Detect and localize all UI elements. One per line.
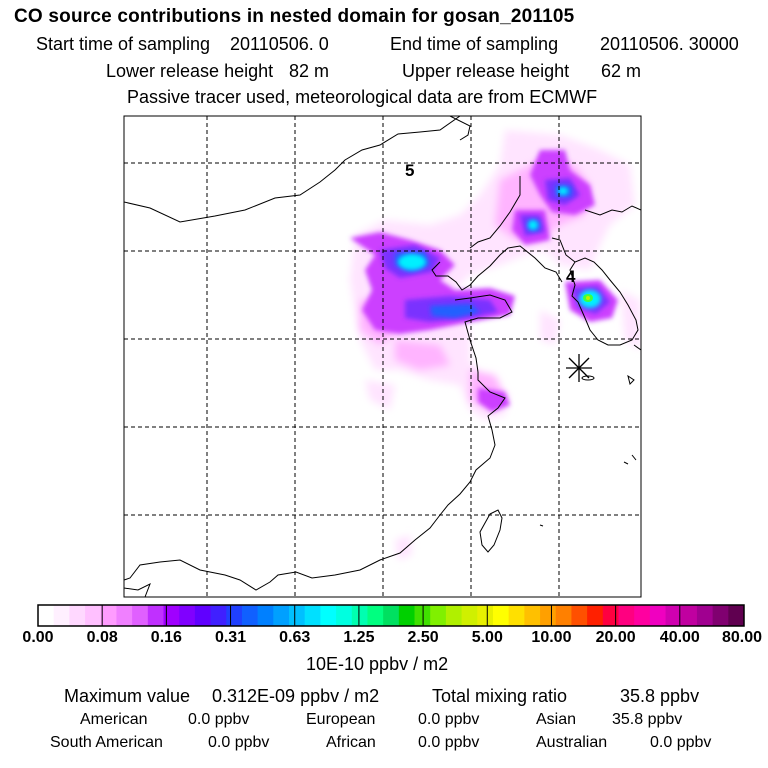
region-value: 0.0 ppbv [188,711,250,728]
colorbar-swatch [508,605,525,626]
colorbar-swatch [179,605,196,626]
colorbar-swatch [728,605,745,626]
graticule [124,116,641,597]
region-name: European [306,711,376,728]
colorbar-swatch [477,605,494,626]
region-name: Australian [536,734,608,751]
colorbar-swatch [571,605,588,626]
lower-release-label: Lower release height [106,61,274,81]
asterisk-receptor-icon [566,354,592,382]
colorbar-tick-label: 0.08 [86,629,118,646]
colorbar-tick-label: 5.00 [471,629,503,646]
colorbar-tick-label: 0.16 [150,629,182,646]
map-label-5: 5 [405,161,414,180]
region-value: 0.0 ppbv [418,711,480,728]
max-value: 0.312E-09 ppbv / m2 [212,686,380,706]
region-name: American [80,711,148,728]
upper-release-value: 62 m [601,61,642,81]
colorbar-swatch [492,605,510,626]
total-mixing-label: Total mixing ratio [432,686,568,706]
colorbar-swatch [53,605,70,626]
colorbar-swatch [367,605,384,626]
colorbar-swatch [430,605,447,626]
lower-release-value: 82 m [289,61,330,81]
end-time-value: 20110506. 30000 [600,34,739,54]
colorbar-swatch [712,605,729,626]
colorbar-swatch [665,605,682,626]
region-value: 0.0 ppbv [208,734,270,751]
colorbar-swatch [241,605,259,626]
colorbar-swatch [383,605,400,626]
colorbar-swatch [163,605,180,626]
colorbar-swatch [555,605,572,626]
colorbar-frame [37,604,745,627]
colorbar-tick-label: 0.00 [22,629,54,646]
colorbar-swatch [289,605,306,626]
colorbar-swatch [681,605,698,626]
colorbar-tick-label: 0.63 [279,629,311,646]
start-time-label: Start time of sampling [36,34,211,54]
colorbar-swatch [696,605,714,626]
colorbar-tick-label: 80.00 [721,629,763,646]
colorbar-tick-label: 2.50 [407,629,439,646]
colorbar-swatch [147,605,165,626]
colorbar-swatch [273,605,290,626]
total-mixing-value: 35.8 ppbv [620,686,700,706]
region-value: 35.8 ppbv [612,711,683,728]
colorbar-swatch [132,605,149,626]
colorbar-swatch [634,605,651,626]
region-name: South American [50,734,163,751]
colorbar [37,604,745,627]
colorbar-tick-label: 20.00 [595,629,636,646]
start-time-value: 20110506. 0 [230,34,329,54]
colorbar-swatch [210,605,227,626]
colorbar-swatch [336,605,353,626]
upper-release-label: Upper release height [402,61,570,81]
colorbar-swatch [116,605,133,626]
colorbar-swatch [540,605,557,626]
region-name: African [326,734,376,751]
colorbar-swatch [194,605,212,626]
colorbar-swatch [85,605,102,626]
colorbar-swatch [38,605,55,626]
colorbar-swatch [320,605,337,626]
colorbar-swatch [649,605,667,626]
colorbar-swatch [524,605,541,626]
colorbar-unit: 10E-10 ppbv / m2 [306,654,449,674]
concentration-field [350,130,640,560]
plot-title: CO source contributions in nested domain… [14,6,575,27]
plume-faint [350,130,640,560]
region-name: Asian [536,711,577,728]
coastlines [124,116,641,597]
colorbar-swatch [587,605,604,626]
colorbar-swatch [257,605,274,626]
map-label-4: 4 [566,267,576,286]
colorbar-swatch [461,605,478,626]
tracer-note: Passive tracer used, meteorological data… [127,87,598,107]
colorbar-tick-label: 10.00 [531,629,572,646]
colorbar-swatch [226,605,243,626]
colorbar-tick-label: 0.31 [214,629,247,646]
max-value-label: Maximum value [64,686,191,706]
colorbar-swatch [602,605,619,626]
region-value: 0.0 ppbv [650,734,712,751]
colorbar-swatch [304,605,321,626]
region-value: 0.0 ppbv [418,734,480,751]
colorbar-swatch [351,605,368,626]
colorbar-swatch [69,605,86,626]
colorbar-tick-label: 40.00 [659,629,700,646]
colorbar-swatch [100,605,117,626]
colorbar-swatch [445,605,463,626]
colorbar-tick-label: 1.25 [343,629,375,646]
colorbar-swatch [618,605,635,626]
colorbar-swatch [398,605,416,626]
hotspot-yellow [586,296,590,300]
map-frame [123,115,642,598]
end-time-label: End time of sampling [390,34,559,54]
